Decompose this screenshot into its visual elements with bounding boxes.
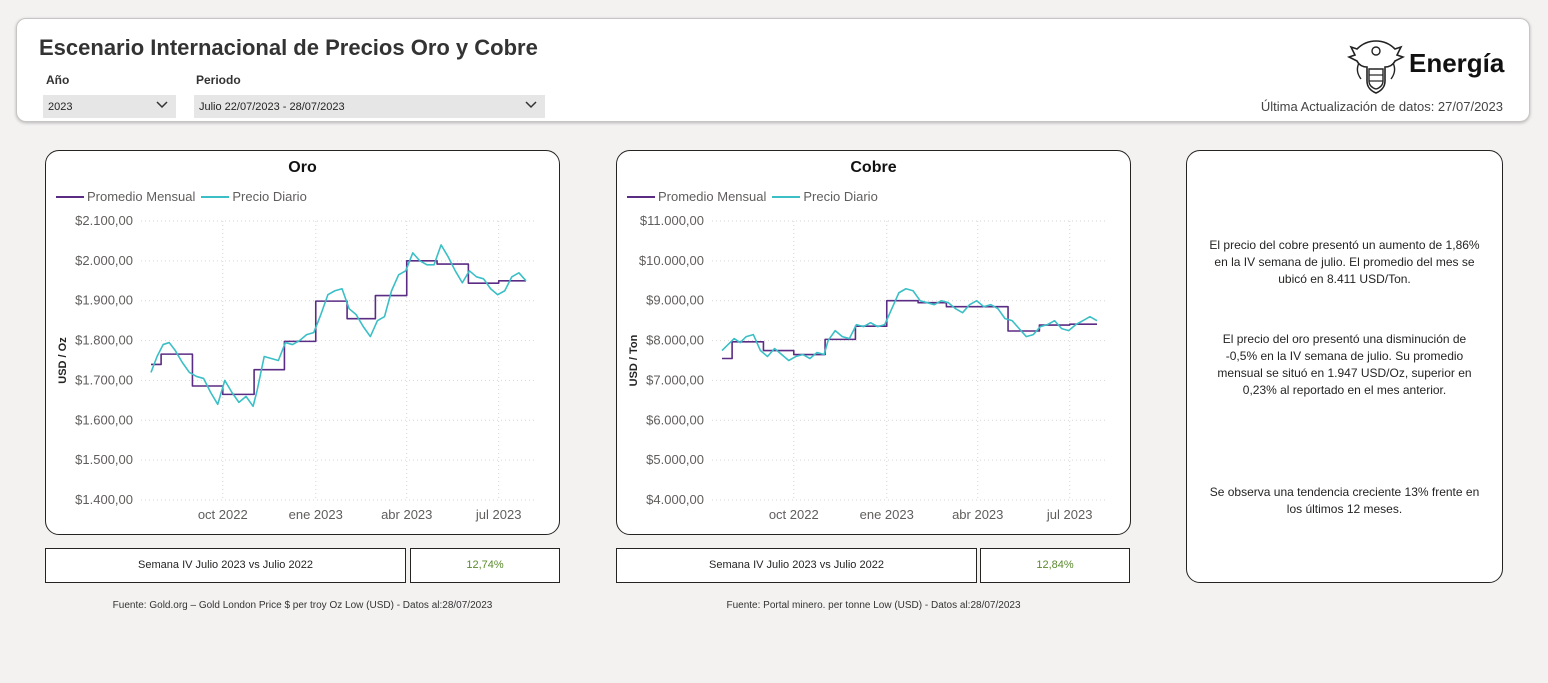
copper-y-tick-label: $8.000,00 (646, 333, 704, 348)
year-dropdown[interactable]: 2023 (43, 95, 176, 118)
copper-comparison-label-box: Semana IV Julio 2023 vs Julio 2022 (616, 548, 977, 583)
page-title: Escenario Internacional de Precios Oro y… (39, 35, 538, 60)
copper-y-tick-label: $9.000,00 (646, 293, 704, 308)
legend-item-daily[interactable]: Precio Diario (772, 189, 878, 204)
trend-commentary: Se observa una tendencia creciente 13% f… (1209, 485, 1480, 516)
gold-chart-legend: Promedio Mensual Precio Diario (56, 189, 313, 204)
coat-of-arms-icon (1346, 40, 1406, 94)
chevron-down-icon (525, 101, 537, 109)
gold-x-tick-label: abr 2023 (381, 507, 432, 522)
gold-monthly-average-line[interactable] (151, 260, 526, 396)
copper-commentary: El precio del cobre presentó un aumento … (1209, 238, 1480, 286)
copper-x-tick-label: ene 2023 (860, 507, 914, 522)
chevron-down-icon (156, 101, 168, 109)
copper-y-tick-label: $5.000,00 (646, 452, 704, 467)
gold-chart: $1.400,00 $1.500,00 $1.600,00 $1.700,00 $1.8… (57, 213, 536, 522)
gold-y-axis-label: USD / Oz (57, 337, 69, 384)
gold-chart-card: $1.400,00 $1.500,00 $1.600,00 $1.700,00 $1.8… (45, 150, 560, 535)
legend-label-daily: Precio Diario (803, 189, 878, 204)
legend-swatch-monthly (627, 195, 655, 198)
gold-y-tick-label: $1.800,00 (75, 333, 133, 348)
copper-x-tick-label: jul 2023 (1046, 507, 1093, 522)
copper-chart-title: Cobre (850, 159, 897, 176)
copper-comparison-value: 12,84% (980, 548, 1130, 583)
period-filter-label: Periodo (196, 73, 241, 87)
copper-chart-card: $4.000,00 $5.000,00 $6.000,00 $7.000,00 $8.0… (616, 150, 1131, 535)
legend-label-daily: Precio Diario (232, 189, 307, 204)
header-panel: Escenario Internacional de Precios Oro y… (16, 18, 1530, 122)
year-filter-label: Año (46, 73, 70, 87)
legend-item-monthly[interactable]: Promedio Mensual (627, 189, 766, 204)
copper-monthly-average-line[interactable] (722, 299, 1097, 360)
last-update-text: Última Actualización de datos: 27/07/202… (1260, 99, 1503, 114)
gold-y-tick-label: $2.100,00 (75, 213, 133, 228)
copper-x-tick-label: oct 2022 (769, 507, 819, 522)
gold-y-tick-label: $1.900,00 (75, 293, 133, 308)
gold-y-tick-label: $2.000,00 (75, 253, 133, 268)
gold-comparison-value: 12,74% (410, 548, 560, 583)
gold-y-tick-label: $1.600,00 (75, 412, 133, 427)
commentary-card: El precio del cobre presentó un aumento … (1186, 150, 1503, 583)
copper-y-tick-label: $11.000,00 (640, 213, 704, 228)
legend-swatch-daily (201, 195, 230, 198)
gold-x-tick-label: oct 2022 (198, 507, 248, 522)
brand-name: Energía (1409, 48, 1505, 78)
copper-source-text: Fuente: Portal minero. per tonne Low (US… (726, 600, 1021, 611)
gold-x-tick-label: ene 2023 (289, 507, 343, 522)
ministry-logo: Energía (1346, 37, 1507, 97)
copper-x-tick-label: abr 2023 (952, 507, 1003, 522)
copper-y-tick-label: $7.000,00 (646, 372, 704, 387)
copper-daily-price-line[interactable] (721, 287, 1098, 362)
period-dropdown[interactable]: Julio 22/07/2023 - 28/07/2023 (194, 95, 545, 118)
gold-comparison-label-box: Semana IV Julio 2023 vs Julio 2022 (45, 548, 406, 583)
legend-item-daily[interactable]: Precio Diario (201, 189, 307, 204)
gold-chart-title: Oro (288, 159, 317, 176)
copper-y-axis-label: USD / Ton (628, 334, 640, 386)
gold-y-tick-label: $1.400,00 (75, 492, 133, 507)
gold-source-text: Fuente: Gold.org – Gold London Price $ p… (112, 600, 493, 611)
legend-label-monthly: Promedio Mensual (658, 189, 767, 204)
copper-y-tick-label: $6.000,00 (646, 412, 704, 427)
copper-y-tick-label: $10.000,00 (639, 253, 704, 268)
legend-label-monthly: Promedio Mensual (87, 189, 196, 204)
copper-chart-legend: Promedio Mensual Precio Diario (627, 189, 884, 204)
legend-swatch-daily (772, 195, 801, 198)
legend-swatch-monthly (56, 195, 84, 198)
gold-y-tick-label: $1.700,00 (75, 372, 133, 387)
gold-y-tick-label: $1.500,00 (75, 452, 133, 467)
year-dropdown-value: 2023 (48, 101, 73, 113)
gold-commentary: El precio del oro presentó una disminuci… (1217, 332, 1472, 397)
gold-x-tick-label: jul 2023 (475, 507, 522, 522)
gold-daily-price-line[interactable] (150, 244, 527, 408)
copper-chart: $4.000,00 $5.000,00 $6.000,00 $7.000,00 $8.0… (628, 213, 1107, 522)
legend-item-monthly[interactable]: Promedio Mensual (56, 189, 195, 204)
copper-y-tick-label: $4.000,00 (646, 492, 704, 507)
period-dropdown-value: Julio 22/07/2023 - 28/07/2023 (199, 101, 345, 113)
